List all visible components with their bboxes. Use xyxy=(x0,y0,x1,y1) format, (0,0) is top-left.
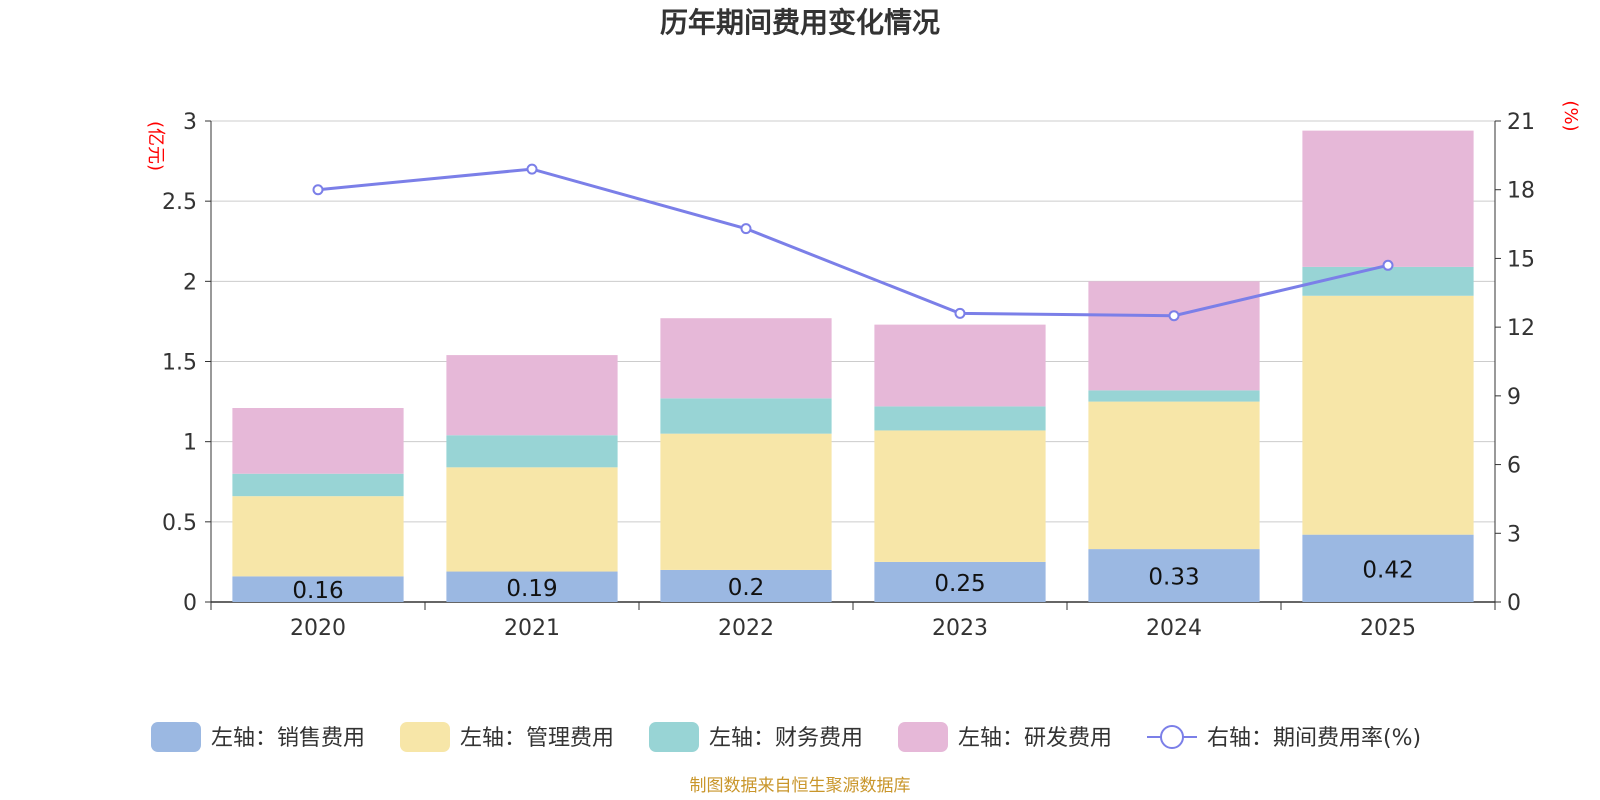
legend-label: 左轴：销售费用 xyxy=(211,726,365,751)
source-note: 制图数据来自恒生聚源数据库 xyxy=(690,776,911,796)
right-tick-label: 21 xyxy=(1507,110,1535,135)
bar-value-label: 0.42 xyxy=(1362,557,1413,583)
bar-segment xyxy=(1302,534,1474,602)
left-axis-unit: (亿元) xyxy=(145,121,166,171)
bar-segment xyxy=(232,473,404,497)
bar-segment xyxy=(232,496,404,577)
right-tick-label: 18 xyxy=(1507,179,1535,204)
left-tick-label: 3 xyxy=(183,110,197,135)
rate-point xyxy=(954,307,966,319)
rate-line xyxy=(312,163,1394,322)
legend-marker xyxy=(1160,725,1184,749)
rate-point xyxy=(740,223,752,235)
legend-swatch xyxy=(151,722,201,752)
legend: 左轴：销售费用 左轴：管理费用 左轴：财务费用 左轴：研发费用 右轴：期间费用率(%) xyxy=(151,722,1421,752)
bar-segment xyxy=(1088,549,1260,602)
bar-segment xyxy=(446,467,618,572)
right-tick-label: 15 xyxy=(1507,247,1535,272)
right-tick-label: 9 xyxy=(1507,385,1521,410)
x-tick-label: 2023 xyxy=(932,616,988,641)
left-tick-label: 2.5 xyxy=(162,190,197,215)
left-tick-label: 0 xyxy=(183,591,197,616)
legend-label: 右轴：期间费用率(%) xyxy=(1207,726,1421,751)
left-tick-label: 1.5 xyxy=(162,351,197,376)
bar-segment xyxy=(1302,266,1474,296)
gridlines xyxy=(211,120,1495,523)
right-tick-label: 6 xyxy=(1507,454,1521,479)
x-tick-label: 2021 xyxy=(504,616,560,641)
right-axis-unit: (%) xyxy=(1560,100,1581,131)
bars: 0.16 0.19 0.2 0.25 0.33 0.42 xyxy=(232,130,1474,604)
bar-segment xyxy=(446,355,618,436)
bar-segment xyxy=(660,398,832,434)
bar-value-label: 0.25 xyxy=(934,571,985,597)
legend-label: 左轴：管理费用 xyxy=(460,726,614,751)
left-tick-label: 1 xyxy=(183,431,197,456)
x-tick-label: 2020 xyxy=(290,616,346,641)
bar-segment xyxy=(446,571,618,602)
bar-segment xyxy=(232,407,404,474)
rate-line-path xyxy=(317,167,1389,318)
bar-segment xyxy=(660,433,832,570)
bar-value-label: 0.19 xyxy=(506,576,557,602)
right-tick-label: 0 xyxy=(1507,591,1521,616)
legend-swatch xyxy=(400,722,450,752)
bar-segment xyxy=(232,576,404,602)
rate-point xyxy=(312,184,324,196)
bar-segment xyxy=(1088,390,1260,402)
right-tick-label: 12 xyxy=(1507,316,1535,341)
legend-label: 左轴：研发费用 xyxy=(958,726,1112,751)
bar-segment xyxy=(874,406,1046,431)
bar-value-label: 0.2 xyxy=(728,575,765,601)
chart-title: 历年期间费用变化情况 xyxy=(660,6,940,39)
bar-segment xyxy=(1088,281,1260,391)
legend-swatch xyxy=(898,722,948,752)
bar-segment xyxy=(446,435,618,468)
axes: 0 0.5 1 1.5 2 2.5 3 0 3 6 9 12 15 18 21 2020 2021 2022 202… xyxy=(162,110,1535,641)
rate-point xyxy=(526,163,538,175)
bar-segment xyxy=(874,430,1046,562)
x-tick-label: 2024 xyxy=(1146,616,1202,641)
legend-swatch xyxy=(649,722,699,752)
bar-segment xyxy=(874,561,1046,602)
x-tick-label: 2022 xyxy=(718,616,774,641)
bar-segment xyxy=(874,324,1046,407)
bar-value-label: 0.33 xyxy=(1148,565,1199,591)
bar-value-label: 0.16 xyxy=(292,578,343,604)
bar-segment xyxy=(1088,401,1260,550)
bar-segment xyxy=(660,318,832,399)
bar-segment xyxy=(1302,130,1474,267)
x-tick-label: 2025 xyxy=(1360,616,1416,641)
left-tick-label: 0.5 xyxy=(162,511,197,536)
legend-label: 左轴：财务费用 xyxy=(709,726,863,751)
left-tick-label: 2 xyxy=(183,270,197,295)
rate-point xyxy=(1168,310,1180,322)
bar-segment xyxy=(660,569,832,602)
rate-point xyxy=(1382,259,1394,271)
right-tick-label: 3 xyxy=(1507,522,1521,547)
bar-segment xyxy=(1302,295,1474,535)
